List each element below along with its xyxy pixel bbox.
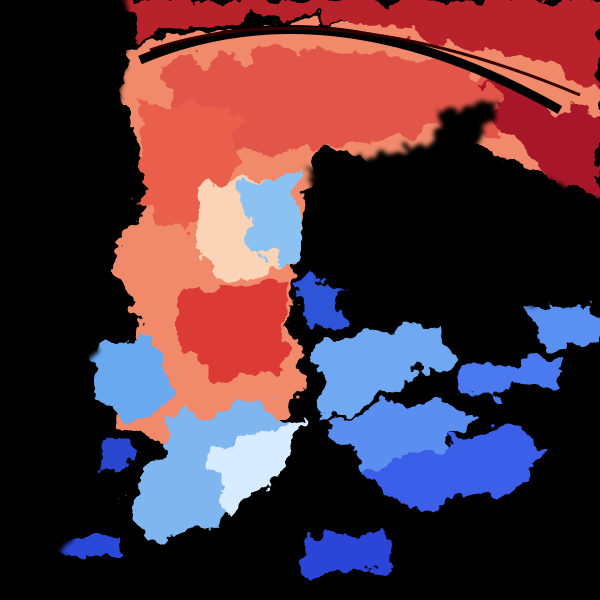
radar-site — [296, 296, 304, 304]
cool-echo — [40, 170, 600, 575]
range-ring — [138, 25, 563, 114]
range-ring — [149, 26, 581, 97]
